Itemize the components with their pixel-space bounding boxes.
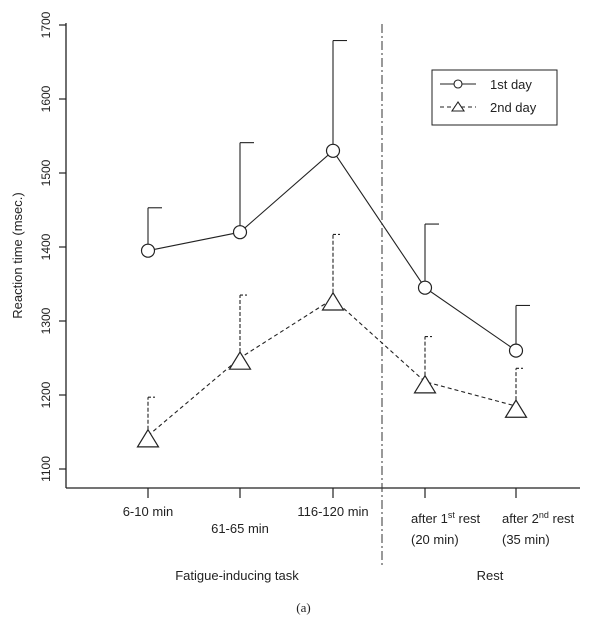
x-tick-label-sup: nd	[539, 510, 549, 520]
x-tick-label: 6-10 min	[123, 504, 174, 519]
x-tick-label-part: rest	[455, 511, 481, 526]
labels-layer: 6-10 min 61-65 min 116-120 min after 1st re…	[123, 504, 575, 583]
y-axis-title: Reaction time (msec.)	[10, 192, 25, 318]
x-tick-label-part: 6-10 min	[123, 504, 174, 519]
y-tick-label: 1500	[39, 159, 53, 186]
y-tick-label: 1100	[39, 456, 53, 482]
x-tick-label-part: 116-120 min	[297, 504, 368, 519]
x-tick-label-part: 61-65 min	[211, 521, 269, 536]
triangle-marker	[136, 428, 160, 448]
triangle-marker	[321, 291, 345, 311]
x-tick-label-part: after 1	[411, 511, 448, 526]
y-tick-label: 1200	[39, 381, 53, 408]
series-line	[147, 149, 517, 352]
y-tick-label: 1300	[39, 307, 53, 334]
legend-circle-marker	[453, 79, 463, 89]
x-tick-label-sup: st	[448, 510, 456, 520]
x-tick-sublabel: (35 min)	[502, 532, 550, 547]
legend-label: 1st day	[490, 77, 532, 92]
legend-triangle-marker	[450, 101, 466, 112]
y-tick-label: 1700	[39, 11, 53, 38]
legend-box	[431, 69, 558, 126]
circle-marker	[325, 143, 341, 158]
triangle-marker	[228, 350, 252, 370]
axes: 1100 1200 1300 1400 1500 1600 1700 Reaction tim…	[10, 11, 580, 498]
legend: 1st day 2nd day	[431, 69, 558, 126]
circle-marker	[508, 343, 524, 358]
legend-label: 2nd day	[490, 100, 537, 115]
x-tick-label-part: after 2	[502, 511, 539, 526]
circle-marker	[417, 280, 433, 295]
x-tick-label: 61-65 min	[211, 521, 269, 536]
x-tick-label-part: rest	[549, 511, 575, 526]
circle-marker	[232, 225, 248, 240]
y-tick-label: 1400	[39, 233, 53, 260]
x-tick-label: 116-120 min	[297, 504, 368, 519]
x-tick-label: after 1st rest	[411, 510, 481, 526]
group-label-rest: Rest	[477, 568, 504, 583]
y-tick-label: 1600	[39, 85, 53, 112]
x-tick-sublabel: (20 min)	[411, 532, 459, 547]
triangle-marker	[413, 374, 437, 394]
series-layer	[136, 39, 530, 448]
group-label-fatigue: Fatigue-inducing task	[175, 568, 299, 583]
chart: 1100 1200 1300 1400 1500 1600 1700 Reaction tim…	[10, 11, 580, 583]
triangle-marker	[504, 398, 528, 418]
x-tick-label: after 2nd rest	[502, 510, 575, 526]
series-line	[147, 298, 517, 437]
figure-caption: (a)	[296, 600, 311, 615]
circle-marker	[140, 243, 156, 258]
